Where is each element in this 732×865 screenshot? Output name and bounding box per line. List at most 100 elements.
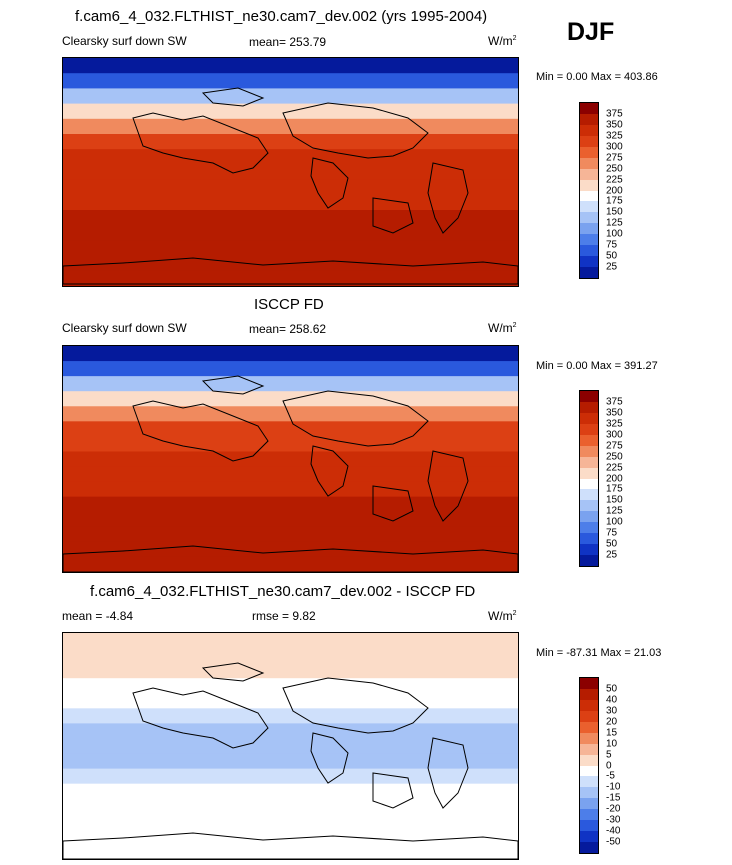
panel2-colorbar-swatch — [580, 401, 598, 413]
panel1-colorbar-swatch — [580, 124, 598, 136]
panel2-coastline — [201, 375, 265, 395]
panel1-lat-band — [63, 210, 518, 227]
panel1-variable: Clearsky surf down SW — [62, 34, 187, 48]
panel1-lat-band — [63, 270, 518, 286]
panel3-lat-band — [63, 663, 518, 680]
panel3-rmse: rmse = 9.82 — [252, 609, 316, 623]
panel2-coastline — [310, 445, 349, 497]
panel2-lat-band — [63, 466, 518, 483]
panel3-colorbar-frame — [579, 677, 599, 854]
panel1-coastline — [372, 197, 414, 234]
panel2-colorbar-tick-label: 25 — [606, 549, 618, 561]
panel2-colorbar-tick-label: 275 — [606, 440, 623, 452]
panel2-colorbar-swatch — [580, 500, 598, 512]
panel2-minmax: Min = 0.00 Max = 391.27 — [536, 360, 658, 372]
panel2-colorbar-tick-label: 200 — [606, 473, 623, 484]
panel1-colorbar-swatch — [580, 157, 598, 169]
panel2-colorbar-frame — [579, 390, 599, 567]
panel3-colorbar-tick-label: 30 — [606, 705, 618, 717]
panel3-colorbar-swatch — [580, 688, 598, 700]
panel1-lat-band — [63, 73, 518, 90]
panel3-coastline — [201, 662, 265, 682]
panel3-colorbar-tick-label: -30 — [606, 814, 621, 826]
panel2-lat-band — [63, 406, 518, 423]
panel3-colorbar-swatch — [580, 721, 598, 733]
panel3-coastline — [63, 832, 518, 859]
panel3-colorbar-swatch — [580, 743, 598, 755]
season-label: DJF — [567, 18, 615, 46]
panel2-map — [62, 345, 519, 573]
panel1-colorbar-swatch — [580, 190, 598, 202]
panel3-colorbar-tick-label: -40 — [606, 825, 621, 837]
panel1-lat-band — [63, 118, 518, 135]
panel3-lat-band — [63, 723, 518, 740]
panel3-colorbar-swatch — [580, 699, 598, 711]
panel2-coastline — [63, 545, 518, 572]
panel2-colorbar-tick-label: 350 — [606, 407, 623, 419]
panel3-minmax: Min = -87.31 Max = 21.03 — [536, 647, 662, 659]
panel1-coastline — [310, 157, 349, 209]
panel2-lat-band — [63, 361, 518, 378]
panel1-colorbar-tick-label: 350 — [606, 119, 623, 131]
panel1-colorbar-tick-label: 200 — [606, 185, 623, 196]
panel1-colorbar-swatch — [580, 201, 598, 213]
panel3-lat-band — [63, 738, 518, 755]
panel3-colorbar-tick-label: 10 — [606, 738, 618, 750]
panel1-units: W/m2 — [488, 34, 517, 48]
panel3-colorbar-swatch — [580, 787, 598, 799]
panel3-lat-band — [63, 708, 518, 725]
panel3-mean: mean = -4.84 — [62, 609, 134, 623]
panel1-coastline — [63, 257, 518, 285]
panel3-lat-band — [63, 693, 518, 710]
panel2-lat-band — [63, 526, 518, 543]
panel3-lat-band — [63, 633, 518, 650]
panel2-colorbar-swatch — [580, 391, 598, 402]
panel1-coastline — [427, 162, 469, 234]
panel2-colorbar-swatch — [580, 423, 598, 435]
panel2-colorbar-swatch — [580, 544, 598, 556]
panel3-colorbar-tick-label: 40 — [606, 694, 618, 706]
panel3-coastline — [282, 677, 429, 734]
panel3-colorbar-swatch — [580, 732, 598, 744]
panel1-minmax: Min = 0.00 Max = 403.86 — [536, 71, 658, 83]
panel1-colorbar-swatch — [580, 103, 598, 114]
panel2-colorbar-tick-label: 150 — [606, 494, 623, 506]
panel2-colorbar-swatch — [580, 489, 598, 501]
panel2-coastline — [282, 390, 429, 447]
panel1-coastline — [132, 112, 269, 174]
panel1-lat-band — [63, 225, 518, 242]
panel1-colorbar-tick-label: 100 — [606, 228, 623, 240]
panel2-colorbar-tick-label: 250 — [606, 451, 623, 463]
panel1-colorbar-tick-label: 25 — [606, 261, 618, 273]
panel3-lat-band — [63, 828, 518, 845]
panel1-colorbar-swatch — [580, 223, 598, 235]
panel2-lat-band — [63, 376, 518, 393]
panel2-colorbar-tick-label: 375 — [606, 396, 623, 408]
panel2-colorbar-swatch — [580, 555, 598, 567]
panel2-lat-band — [63, 556, 518, 572]
panel2-coastline — [427, 450, 469, 522]
panel3-colorbar: 50 40 30 20 15 10 5 0 -5 -10 -15 -20 -30 -40 -50 — [579, 677, 639, 854]
panel3-coastline — [427, 737, 469, 809]
panel1-colorbar-swatch — [580, 234, 598, 246]
panel1-lat-band — [63, 134, 518, 151]
panel1-colorbar-tick-label: 150 — [606, 206, 623, 218]
panel3-colorbar-tick-label: -10 — [606, 781, 621, 793]
panel3-title: f.cam6_4_032.FLTHIST_ne30.cam7_dev.002 -… — [90, 583, 476, 600]
panel3-coastline — [310, 732, 349, 784]
panel2-lat-band — [63, 496, 518, 513]
panel2-colorbar-tick-label: 325 — [606, 418, 623, 430]
panel1-colorbar-swatch — [580, 256, 598, 268]
panel1-lat-band — [63, 194, 518, 211]
panel1-colorbar-tick-label: 50 — [606, 250, 618, 262]
panel3-field — [63, 633, 518, 859]
panel3-coastline — [132, 687, 269, 749]
panel1-colorbar: 375 350 325 300 275 250 225 200 175 150 125 100 75 50… — [579, 102, 639, 279]
panel1-colorbar-tick-label: 375 — [606, 108, 623, 120]
panel3-colorbar-swatch — [580, 678, 598, 689]
panel2-colorbar-swatch — [580, 456, 598, 468]
panel2-colorbar-tick-label: 125 — [606, 505, 623, 517]
panel1-field — [63, 58, 518, 286]
panel3-colorbar-swatch — [580, 710, 598, 722]
panel3-lat-band — [63, 648, 518, 665]
